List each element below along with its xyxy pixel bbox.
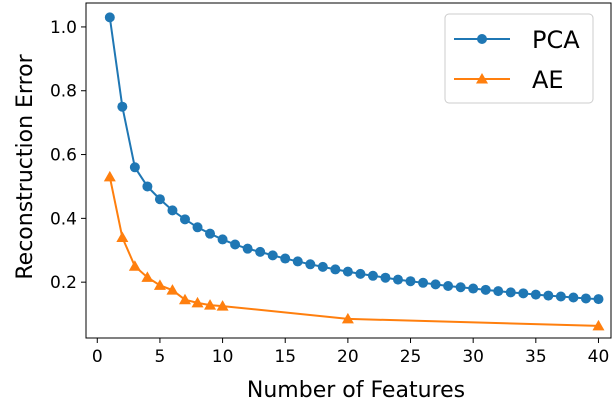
ae-point <box>166 284 179 295</box>
x-tick-label: 5 <box>155 347 166 367</box>
ae-point <box>103 170 116 182</box>
y-axis-label: Reconstruction Error <box>13 53 38 279</box>
pca-point <box>380 272 391 283</box>
legend-marker-ae <box>476 73 488 84</box>
y-tick-label: 1.0 <box>50 18 77 38</box>
x-tick-label: 40 <box>588 347 610 367</box>
pca-point <box>480 284 491 295</box>
pca-point <box>267 250 278 261</box>
ae-point <box>128 260 141 271</box>
pca-point <box>367 270 378 281</box>
pca-point <box>242 243 253 254</box>
pca-point <box>443 280 454 291</box>
pca-point <box>154 194 165 205</box>
pca-point <box>405 276 416 287</box>
pca-point <box>568 292 579 303</box>
pca-point <box>255 246 266 257</box>
pca-point <box>493 286 504 297</box>
x-tick-label: 10 <box>212 347 234 367</box>
x-tick-label: 25 <box>400 347 422 367</box>
pca-point <box>355 268 366 279</box>
pca-point <box>330 264 341 275</box>
ae-point <box>592 319 605 331</box>
legend-marker-pca <box>477 34 487 44</box>
pca-point <box>518 288 529 299</box>
pca-point <box>280 253 291 264</box>
pca-point <box>179 214 190 225</box>
x-tick-label: 35 <box>525 347 547 367</box>
pca-point <box>593 294 604 305</box>
x-tick-label: 20 <box>337 347 359 367</box>
x-tick-label: 30 <box>462 347 484 367</box>
y-tick-label: 0.6 <box>50 146 77 166</box>
pca-point <box>580 293 591 304</box>
legend: PCA AE <box>444 13 594 104</box>
pca-point <box>505 287 516 298</box>
legend-label-ae: AE <box>532 66 564 94</box>
ae-point <box>341 312 354 324</box>
legend-items: PCA AE <box>454 26 580 94</box>
pca-point <box>217 234 228 245</box>
ae-series <box>103 170 605 331</box>
pca-point <box>392 274 403 285</box>
ae-point <box>141 271 154 282</box>
x-tick-label: 15 <box>274 347 296 367</box>
x-tick-label: 0 <box>92 347 103 367</box>
pca-point <box>305 259 316 270</box>
ae-point <box>191 296 204 308</box>
pca-point <box>205 228 216 239</box>
legend-label-pca: PCA <box>532 26 580 54</box>
pca-series <box>104 12 604 305</box>
pca-point <box>468 283 479 294</box>
y-tick-label: 0.2 <box>50 273 77 293</box>
pca-point <box>117 101 128 112</box>
y-tick-label: 0.4 <box>50 209 77 229</box>
pca-point <box>418 277 429 288</box>
pca-point <box>342 266 353 277</box>
pca-point <box>192 222 203 233</box>
x-axis-label: Number of Features <box>247 378 465 403</box>
y-tick-label: 0.8 <box>50 82 77 102</box>
ae-point <box>153 279 166 290</box>
pca-point <box>555 291 566 302</box>
plot-frame <box>85 2 612 339</box>
pca-point <box>167 205 178 216</box>
axis-ticks: 0 5 10 15 20 25 30 35 40 0.2 0.4 0.6 0.8 1.0 <box>50 18 609 367</box>
pca-point <box>129 162 140 173</box>
pca-point <box>292 256 303 267</box>
pca-point <box>230 239 241 250</box>
pca-point <box>530 289 541 300</box>
pca-point <box>430 279 441 290</box>
ae-point <box>216 300 229 311</box>
plot-marks <box>103 12 605 331</box>
pca-point <box>317 261 328 272</box>
ae-point <box>116 231 129 242</box>
pca-point <box>543 290 554 301</box>
pca-line <box>108 17 599 301</box>
ae-point <box>178 293 191 305</box>
ae-line <box>108 176 599 327</box>
pca-point <box>142 181 153 192</box>
pca-point <box>455 282 466 293</box>
pca-point <box>104 12 115 23</box>
ae-point <box>204 299 217 310</box>
